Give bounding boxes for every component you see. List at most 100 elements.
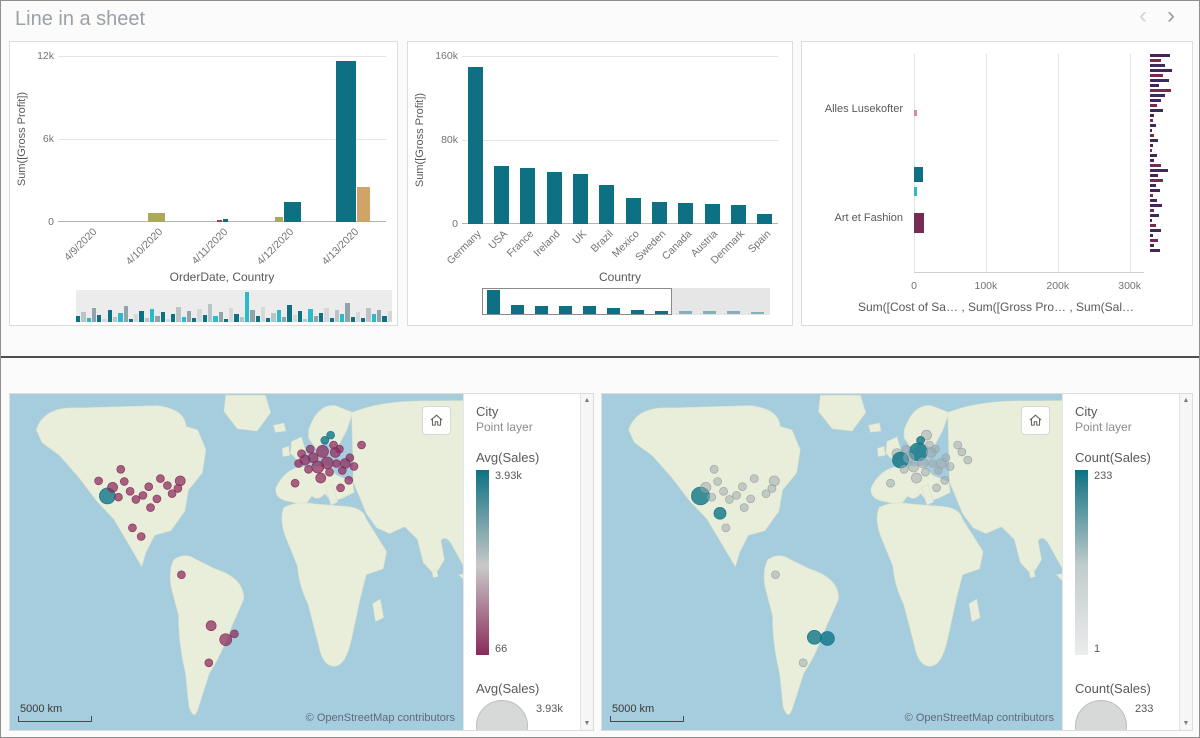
map-point[interactable]: [713, 477, 723, 486]
map-point[interactable]: [709, 465, 719, 474]
map-point[interactable]: [339, 458, 351, 469]
map-point[interactable]: [320, 436, 330, 445]
map-point[interactable]: [761, 489, 771, 498]
map-point[interactable]: [173, 484, 183, 493]
map-point[interactable]: [344, 476, 354, 485]
bar[interactable]: [914, 110, 917, 116]
map-point[interactable]: [219, 633, 233, 646]
plot-area[interactable]: [914, 54, 1144, 273]
bar[interactable]: [222, 218, 228, 222]
map-point[interactable]: [957, 447, 967, 457]
map-point[interactable]: [707, 492, 717, 502]
scroll-up-icon[interactable]: ▲: [1182, 397, 1190, 404]
map-point[interactable]: [114, 492, 123, 502]
home-icon[interactable]: [422, 406, 451, 435]
bar[interactable]: [599, 185, 615, 224]
map-point[interactable]: [304, 465, 313, 474]
barchart-country[interactable]: Sum([Gross Profit]) 160k 80k 0 Germany USA F…: [407, 41, 793, 326]
map-point[interactable]: [928, 459, 937, 468]
scroll-up-icon[interactable]: ▲: [583, 397, 591, 404]
map-point[interactable]: [94, 476, 103, 486]
home-icon[interactable]: [1021, 406, 1050, 435]
map-point[interactable]: [156, 474, 165, 483]
range-navigator[interactable]: [482, 288, 770, 315]
chevron-right-icon[interactable]: ›: [1167, 2, 1175, 29]
map-point[interactable]: [125, 487, 135, 496]
map-point[interactable]: [767, 484, 777, 493]
bar[interactable]: [652, 201, 667, 224]
map-point[interactable]: [920, 467, 930, 477]
map-point[interactable]: [963, 455, 973, 465]
map-point[interactable]: [128, 523, 137, 533]
map-point[interactable]: [798, 658, 808, 668]
map-point[interactable]: [925, 440, 934, 450]
bar[interactable]: [757, 213, 773, 224]
map-attribution[interactable]: © OpenStreetMap contributors: [305, 712, 455, 724]
bar[interactable]: [573, 173, 588, 224]
map-point[interactable]: [746, 494, 756, 504]
map-point[interactable]: [357, 440, 366, 450]
map-point[interactable]: [819, 631, 835, 646]
map-point[interactable]: [940, 476, 950, 485]
bar[interactable]: [357, 187, 371, 222]
bar[interactable]: [914, 187, 918, 196]
scroll-down-icon[interactable]: ▼: [1182, 720, 1190, 727]
map-point[interactable]: [205, 620, 217, 632]
map-point[interactable]: [899, 465, 909, 474]
legend-scrollbar[interactable]: ▲ ▼: [580, 394, 593, 730]
map-point[interactable]: [116, 465, 126, 474]
bar[interactable]: [678, 203, 694, 224]
map-point[interactable]: [953, 440, 963, 450]
map-point[interactable]: [163, 481, 172, 490]
map-point[interactable]: [336, 483, 345, 493]
map-point[interactable]: [806, 630, 822, 645]
map-point[interactable]: [739, 503, 749, 512]
map-chart-count-sales[interactable]: 5000 km © OpenStreetMap contributors Cit…: [601, 393, 1193, 731]
map-point[interactable]: [719, 487, 728, 496]
bar[interactable]: [147, 212, 165, 222]
bar[interactable]: [274, 217, 283, 222]
map-point[interactable]: [725, 495, 734, 504]
bar[interactable]: [467, 66, 483, 224]
map-point[interactable]: [332, 459, 341, 468]
map-point[interactable]: [325, 467, 334, 477]
map-point[interactable]: [932, 483, 941, 493]
bar[interactable]: [336, 61, 357, 222]
bar[interactable]: [914, 167, 923, 182]
map-point[interactable]: [290, 478, 300, 488]
map-point[interactable]: [136, 532, 146, 541]
map-chart-avg-sales[interactable]: 5000 km © OpenStreetMap contributors Cit…: [9, 393, 594, 731]
map-point[interactable]: [107, 481, 118, 493]
line-object[interactable]: [1, 356, 1199, 358]
map-point[interactable]: [177, 570, 186, 580]
map-point[interactable]: [917, 457, 929, 469]
legend-scrollbar[interactable]: ▲ ▼: [1179, 394, 1192, 730]
map-point[interactable]: [152, 494, 162, 504]
bar[interactable]: [520, 168, 536, 224]
bar[interactable]: [283, 202, 301, 222]
map-point[interactable]: [131, 495, 141, 504]
map-point[interactable]: [901, 444, 911, 454]
map-point[interactable]: [230, 629, 239, 639]
bar[interactable]: [704, 204, 720, 224]
barchart-orderdate-country[interactable]: Sum([Gross Profit]) 12k 6k 0 4/9/2020 4/10/…: [9, 41, 398, 326]
map-point[interactable]: [335, 444, 344, 454]
plot-area[interactable]: [58, 56, 386, 222]
map-point[interactable]: [167, 489, 177, 498]
map-point[interactable]: [700, 481, 712, 493]
map-attribution[interactable]: © OpenStreetMap contributors: [904, 712, 1054, 724]
map-point[interactable]: [305, 444, 315, 454]
map-point[interactable]: [930, 444, 940, 454]
bar[interactable]: [625, 197, 641, 224]
map-point[interactable]: [144, 482, 154, 491]
map-point[interactable]: [311, 460, 325, 474]
map-point[interactable]: [204, 658, 214, 668]
bar[interactable]: [914, 213, 925, 233]
map-point[interactable]: [911, 472, 922, 484]
map-point[interactable]: [316, 445, 329, 458]
map-point[interactable]: [349, 462, 359, 471]
map-point[interactable]: [771, 570, 780, 580]
bar[interactable]: [216, 220, 222, 222]
map-point[interactable]: [138, 491, 148, 500]
map-point[interactable]: [749, 474, 759, 483]
